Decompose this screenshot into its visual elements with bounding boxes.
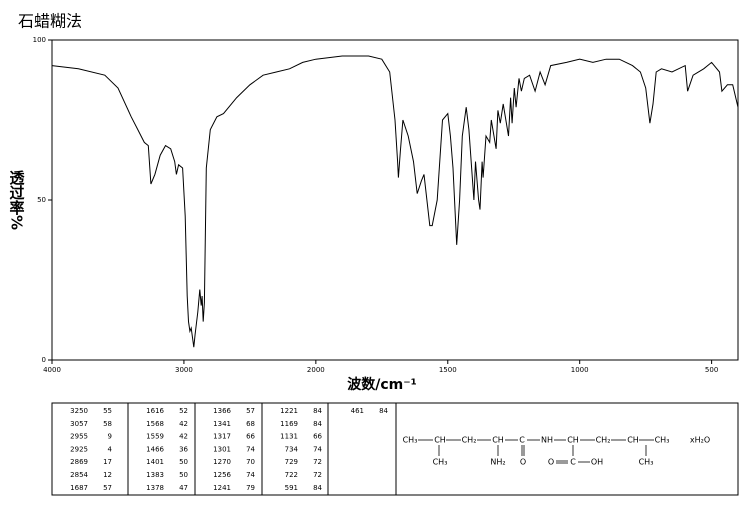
hydrate: xH₂O <box>690 436 710 445</box>
peak-transmittance: 84 <box>313 484 322 492</box>
x-tick-label: 500 <box>705 366 718 374</box>
atom-group: O <box>548 458 554 467</box>
atom-group: C <box>519 436 525 445</box>
peak-wavenumber: 1241 <box>213 484 231 492</box>
peak-wavenumber: 1378 <box>146 484 164 492</box>
atom-group: CH₂ <box>462 436 477 445</box>
peak-transmittance: 84 <box>313 407 322 415</box>
peak-transmittance: 52 <box>179 407 188 415</box>
peak-transmittance: 50 <box>179 458 188 466</box>
atom-group: CH <box>492 436 504 445</box>
peak-transmittance: 66 <box>313 433 322 441</box>
peak-wavenumber: 3057 <box>70 420 88 428</box>
peak-transmittance: 70 <box>246 458 255 466</box>
peak-transmittance: 79 <box>246 484 255 492</box>
x-tick-label: 1000 <box>571 366 589 374</box>
peak-wavenumber: 3250 <box>70 407 88 415</box>
peak-wavenumber: 729 <box>285 458 298 466</box>
peak-wavenumber: 1317 <box>213 433 231 441</box>
peak-transmittance: 58 <box>103 420 112 428</box>
x-axis-label: 波数/cm⁻¹ <box>347 376 417 393</box>
y-axis-label: 透过率% <box>8 170 26 230</box>
atom-group: CH₃ <box>639 458 654 467</box>
structure: CH₃ CH CH₂ CH C NH CH CH₂ CH CH₃ CH₃ NH₂ O O C OH CH₃ xH₂… <box>403 436 711 467</box>
atom-group: CH₃ <box>433 458 448 467</box>
peak-transmittance: 50 <box>179 471 188 479</box>
atom-group: CH <box>627 436 639 445</box>
atom-group: OH <box>591 458 603 467</box>
peak-table-frame <box>51 402 739 496</box>
atom-group: C <box>570 458 576 467</box>
peak-transmittance: 66 <box>246 433 255 441</box>
y-tick-label: 100 <box>33 36 46 44</box>
peak-wavenumber: 1383 <box>146 471 164 479</box>
atom-group: CH₃ <box>403 436 418 445</box>
spectrum-line <box>51 55 739 348</box>
peak-wavenumber: 591 <box>285 484 298 492</box>
x-tick-label: 2000 <box>307 366 325 374</box>
y-tick-label: 50 <box>37 196 46 204</box>
peak-wavenumber: 1401 <box>146 458 164 466</box>
peak-transmittance: 42 <box>179 433 188 441</box>
peak-transmittance: 36 <box>179 445 188 453</box>
atom-group: NH₂ <box>490 458 505 467</box>
peak-wavenumber: 1568 <box>146 420 164 428</box>
peak-transmittance: 72 <box>313 471 322 479</box>
peak-transmittance: 74 <box>246 471 255 479</box>
peak-transmittance: 68 <box>246 420 255 428</box>
peak-wavenumber: 2955 <box>70 433 88 441</box>
peak-wavenumber: 1466 <box>146 445 164 453</box>
atom-group: CH <box>434 436 446 445</box>
peak-transmittance: 72 <box>313 458 322 466</box>
peak-wavenumber: 461 <box>351 407 364 415</box>
peak-wavenumber: 1131 <box>280 433 298 441</box>
peak-wavenumber: 1256 <box>213 471 231 479</box>
peak-wavenumber: 1221 <box>280 407 298 415</box>
peak-transmittance: 42 <box>179 420 188 428</box>
peak-wavenumber: 734 <box>285 445 299 453</box>
peak-wavenumber: 2869 <box>70 458 88 466</box>
peak-wavenumber: 1559 <box>146 433 164 441</box>
peak-wavenumber: 1687 <box>70 484 88 492</box>
atom-group: CH₃ <box>655 436 670 445</box>
peak-transmittance: 47 <box>179 484 188 492</box>
chart-title: 石蜡糊法 <box>18 12 82 31</box>
peak-wavenumber: 2854 <box>70 471 88 479</box>
peak-transmittance: 74 <box>313 445 322 453</box>
peak-transmittance: 57 <box>103 484 112 492</box>
atom-group: O <box>520 458 526 467</box>
peak-transmittance: 55 <box>103 407 112 415</box>
atom-group: CH <box>567 436 579 445</box>
peak-wavenumber: 1366 <box>213 407 231 415</box>
peak-wavenumber: 1169 <box>280 420 298 428</box>
peak-transmittance: 84 <box>313 420 322 428</box>
peak-transmittance: 12 <box>103 471 112 479</box>
peak-transmittance: 4 <box>108 445 113 453</box>
peak-wavenumber: 2925 <box>70 445 88 453</box>
peak-transmittance: 84 <box>379 407 388 415</box>
peak-transmittance: 9 <box>108 433 112 441</box>
peak-transmittance: 57 <box>246 407 255 415</box>
plot-frame <box>51 39 739 361</box>
x-tick-label: 1500 <box>439 366 457 374</box>
x-tick-label: 3000 <box>175 366 193 374</box>
peak-wavenumber: 722 <box>285 471 298 479</box>
table-dividers <box>127 403 397 495</box>
peak-transmittance: 74 <box>246 445 255 453</box>
peak-wavenumber: 1341 <box>213 420 231 428</box>
atom-group: CH₂ <box>596 436 611 445</box>
peak-wavenumber: 1301 <box>213 445 231 453</box>
peak-wavenumber: 1270 <box>213 458 231 466</box>
x-tick-label: 4000 <box>43 366 61 374</box>
y-tick-label: 0 <box>42 356 46 364</box>
atom-group: NH <box>541 436 553 445</box>
peak-wavenumber: 1616 <box>146 407 164 415</box>
peak-transmittance: 17 <box>103 458 112 466</box>
